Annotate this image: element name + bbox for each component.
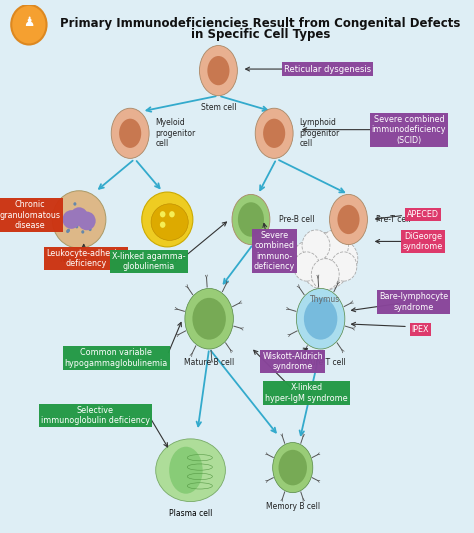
Text: Selective
immunoglobulin deficiency: Selective immunoglobulin deficiency <box>41 406 150 425</box>
Circle shape <box>302 230 330 261</box>
Circle shape <box>66 230 69 233</box>
Ellipse shape <box>70 207 88 226</box>
Ellipse shape <box>142 192 193 247</box>
Ellipse shape <box>151 204 188 240</box>
Ellipse shape <box>192 298 226 340</box>
Text: APECED: APECED <box>407 210 439 219</box>
Circle shape <box>89 228 91 231</box>
Ellipse shape <box>304 298 337 340</box>
Text: IPEX: IPEX <box>412 325 429 334</box>
Text: Chronic
granulomatous
disease: Chronic granulomatous disease <box>0 200 61 230</box>
Circle shape <box>300 232 351 290</box>
Circle shape <box>160 211 165 217</box>
Circle shape <box>294 252 319 281</box>
Text: Pre-T cell: Pre-T cell <box>376 215 411 224</box>
Circle shape <box>11 5 46 45</box>
Ellipse shape <box>255 108 293 158</box>
Text: Severe
combined
immuno-
deficiency: Severe combined immuno- deficiency <box>254 231 295 271</box>
Ellipse shape <box>232 195 270 245</box>
Ellipse shape <box>273 442 313 492</box>
Circle shape <box>73 202 76 206</box>
Text: Stem cell: Stem cell <box>201 103 236 112</box>
Text: in Specific Cell Types: in Specific Cell Types <box>191 28 330 41</box>
Ellipse shape <box>200 45 237 96</box>
Text: Leukocyte-adhesion
deficiency: Leukocyte-adhesion deficiency <box>46 249 126 268</box>
Circle shape <box>71 217 74 220</box>
Text: Bare-lymphocyte
syndrome: Bare-lymphocyte syndrome <box>379 292 448 312</box>
Circle shape <box>169 211 175 217</box>
Text: Pre-B cell: Pre-B cell <box>279 215 314 224</box>
Ellipse shape <box>329 195 367 245</box>
Ellipse shape <box>169 447 202 494</box>
Circle shape <box>75 225 78 229</box>
Text: Myeloid
progenitor
cell: Myeloid progenitor cell <box>155 118 196 148</box>
Text: Common variable
hypogammaglobulinemia: Common variable hypogammaglobulinemia <box>64 348 168 368</box>
Text: Thymus: Thymus <box>310 295 340 304</box>
Ellipse shape <box>296 288 345 349</box>
Circle shape <box>293 240 325 277</box>
Ellipse shape <box>63 210 80 229</box>
Text: Neutrophil: Neutrophil <box>59 255 99 264</box>
Ellipse shape <box>185 288 233 349</box>
Ellipse shape <box>155 439 226 502</box>
Ellipse shape <box>263 119 285 148</box>
Circle shape <box>320 230 348 261</box>
Text: Lymphoid
progenitor
cell: Lymphoid progenitor cell <box>300 118 340 148</box>
Circle shape <box>325 240 358 277</box>
Text: DiGeorge
syndrome: DiGeorge syndrome <box>403 232 443 251</box>
Circle shape <box>71 222 73 226</box>
Text: Monocyte: Monocyte <box>149 254 186 262</box>
Circle shape <box>311 259 339 290</box>
Circle shape <box>85 214 88 218</box>
Ellipse shape <box>52 191 106 248</box>
Text: Memory B cell: Memory B cell <box>266 502 320 511</box>
Text: Severe combined
immunodeficiency
(SCID): Severe combined immunodeficiency (SCID) <box>372 115 446 144</box>
Circle shape <box>81 211 84 214</box>
Ellipse shape <box>279 450 307 486</box>
Text: X-linked
hyper-IgM syndrome: X-linked hyper-IgM syndrome <box>265 383 348 402</box>
Text: Mature B cell: Mature B cell <box>184 358 234 367</box>
Circle shape <box>331 252 357 281</box>
Text: X-linked agamma-
globulinemia: X-linked agamma- globulinemia <box>112 252 185 271</box>
Ellipse shape <box>111 108 149 158</box>
Text: Primary Immunodeficiencies Result from Congenital Defects: Primary Immunodeficiencies Result from C… <box>60 17 460 30</box>
Ellipse shape <box>119 119 141 148</box>
Text: Reticular dysgenesis: Reticular dysgenesis <box>284 64 371 74</box>
Text: Plasma cell: Plasma cell <box>169 510 212 519</box>
Circle shape <box>160 222 165 228</box>
Text: Wiskott-Aldrich
syndrome: Wiskott-Aldrich syndrome <box>263 352 323 372</box>
Ellipse shape <box>337 205 360 234</box>
Circle shape <box>81 230 84 233</box>
Circle shape <box>67 229 70 232</box>
Text: ♟: ♟ <box>23 15 35 29</box>
Ellipse shape <box>207 56 229 85</box>
Ellipse shape <box>238 202 264 237</box>
Text: Mature T cell: Mature T cell <box>296 358 346 367</box>
Ellipse shape <box>78 212 96 230</box>
